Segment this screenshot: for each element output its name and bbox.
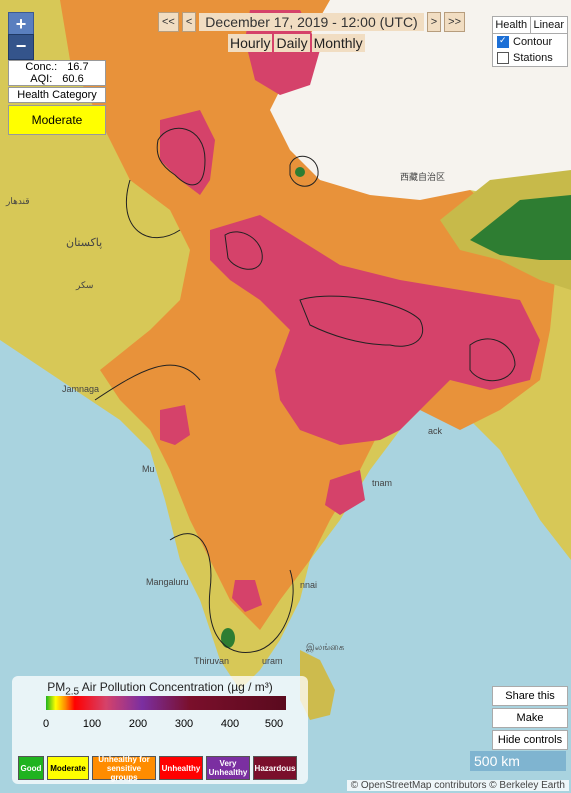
- map-label-thiruvananthapuram: Thiruvan: [194, 656, 230, 666]
- health-category-label: Health Category: [8, 87, 106, 103]
- hazard-region-gujarat: [160, 405, 190, 445]
- legend-category-moderate: Moderate: [47, 756, 89, 780]
- hazard-region-south: [232, 580, 262, 612]
- zoom-out-button[interactable]: −: [8, 34, 34, 60]
- map-label-vietnam: tnam: [372, 478, 393, 488]
- first-button[interactable]: <<: [158, 12, 179, 32]
- sri-lanka: [300, 650, 335, 720]
- tab-health[interactable]: Health: [493, 17, 531, 33]
- map-label-chennai: nnai: [300, 580, 318, 590]
- hazard-region-east: [325, 470, 365, 515]
- prev-button[interactable]: <: [181, 12, 197, 32]
- health-category-value: Moderate: [8, 105, 106, 135]
- legend-category-unhealthy: Unhealthy: [159, 756, 203, 780]
- contour-label: Contour: [513, 36, 553, 48]
- tab-monthly[interactable]: Monthly: [311, 34, 365, 52]
- legend-tick: 200: [128, 718, 148, 730]
- legend-color-bar: [46, 696, 286, 710]
- map-label-mumbai: Mu: [142, 464, 155, 474]
- legend-ticks: 0 100 200 300 400 500: [12, 718, 308, 732]
- last-button[interactable]: >>: [444, 12, 466, 32]
- contour-line: [156, 127, 206, 186]
- green-dot: [295, 167, 305, 177]
- contour-line: [125, 179, 181, 239]
- hazard-region-gangetic: [210, 215, 540, 445]
- contour-line: [94, 364, 201, 401]
- green-patch-south: [221, 628, 235, 648]
- contour-line: [469, 338, 516, 382]
- legend-category-usg: Unhealthy for sensitive groups: [92, 755, 156, 782]
- legend-category-hazardous: Hazardous: [253, 756, 297, 780]
- legend-tick: 500: [264, 718, 284, 730]
- legend-categories: Good Moderate Unhealthy for sensitive gr…: [18, 755, 297, 782]
- map-label-thiruvananthapuram-2: uram: [262, 656, 283, 666]
- stations-toggle[interactable]: Stations: [493, 50, 567, 66]
- date-navigation: << < December 17, 2019 - 12:00 (UTC) > >…: [158, 12, 466, 32]
- tab-linear[interactable]: Linear: [533, 19, 565, 31]
- contour-toggle[interactable]: Contour: [493, 34, 567, 50]
- tab-daily[interactable]: Daily: [274, 34, 310, 52]
- contour-line: [169, 533, 294, 653]
- legend-category-good: Good: [18, 756, 44, 780]
- map-label-jamnagar: Jamnaga: [62, 384, 100, 394]
- map-label-pakistan: پاکستان: [66, 237, 103, 249]
- aqi-value: 60.6: [62, 73, 84, 85]
- contour-line: [289, 155, 319, 187]
- stations-label: Stations: [513, 52, 553, 64]
- legend-tick: 400: [220, 718, 240, 730]
- hide-controls-button[interactable]: Hide controls: [492, 730, 568, 750]
- legend-title: PM2.5 Air Pollution Concentration (µg / …: [47, 680, 273, 698]
- map-label-sindh: سکر: [76, 280, 94, 290]
- legend-tick: 0: [42, 718, 50, 730]
- share-button[interactable]: Share this view: [492, 686, 568, 720]
- hazard-region-top: [245, 10, 320, 95]
- map-label-tibet: 西藏自治区: [400, 172, 446, 182]
- stations-checkbox[interactable]: [497, 52, 509, 64]
- next-button[interactable]: >: [426, 12, 442, 32]
- green-patch: [470, 195, 571, 260]
- layer-panel: Health Linear Contour Stations: [492, 16, 568, 67]
- legend-tick: 300: [174, 718, 194, 730]
- scale-bar: 500 km: [470, 751, 566, 771]
- fullscreen-button[interactable]: Make fullscreen: [492, 708, 568, 742]
- contour-line: [299, 295, 424, 347]
- map-label-mangaluru: Mangaluru: [146, 577, 189, 587]
- tab-hourly[interactable]: Hourly: [228, 34, 273, 52]
- legend: PM2.5 Air Pollution Concentration (µg / …: [12, 676, 308, 784]
- map-label-dhaka: ack: [428, 426, 443, 436]
- zoom-in-button[interactable]: +: [8, 12, 34, 38]
- legend-tick: 100: [82, 718, 102, 730]
- legend-category-very-unhealthy: Very Unhealthy: [206, 756, 250, 780]
- date-label: December 17, 2019 - 12:00 (UTC): [199, 13, 424, 31]
- contour-line: [224, 231, 263, 270]
- contour-checkbox[interactable]: [497, 35, 509, 48]
- attribution: © OpenStreetMap contributors © Berkeley …: [346, 780, 569, 791]
- map-label-ilankai: இலங்கை: [306, 642, 345, 652]
- conc-label: Conc.:: [25, 61, 58, 73]
- map-label-kandahar: قندهار: [6, 196, 30, 206]
- concentration-box: Conc.: 16.7 AQI: 60.6: [8, 60, 106, 86]
- conc-value: 16.7: [67, 61, 89, 73]
- aqi-label: AQI:: [30, 73, 53, 85]
- time-mode-tabs: Hourly Daily Monthly: [228, 34, 365, 52]
